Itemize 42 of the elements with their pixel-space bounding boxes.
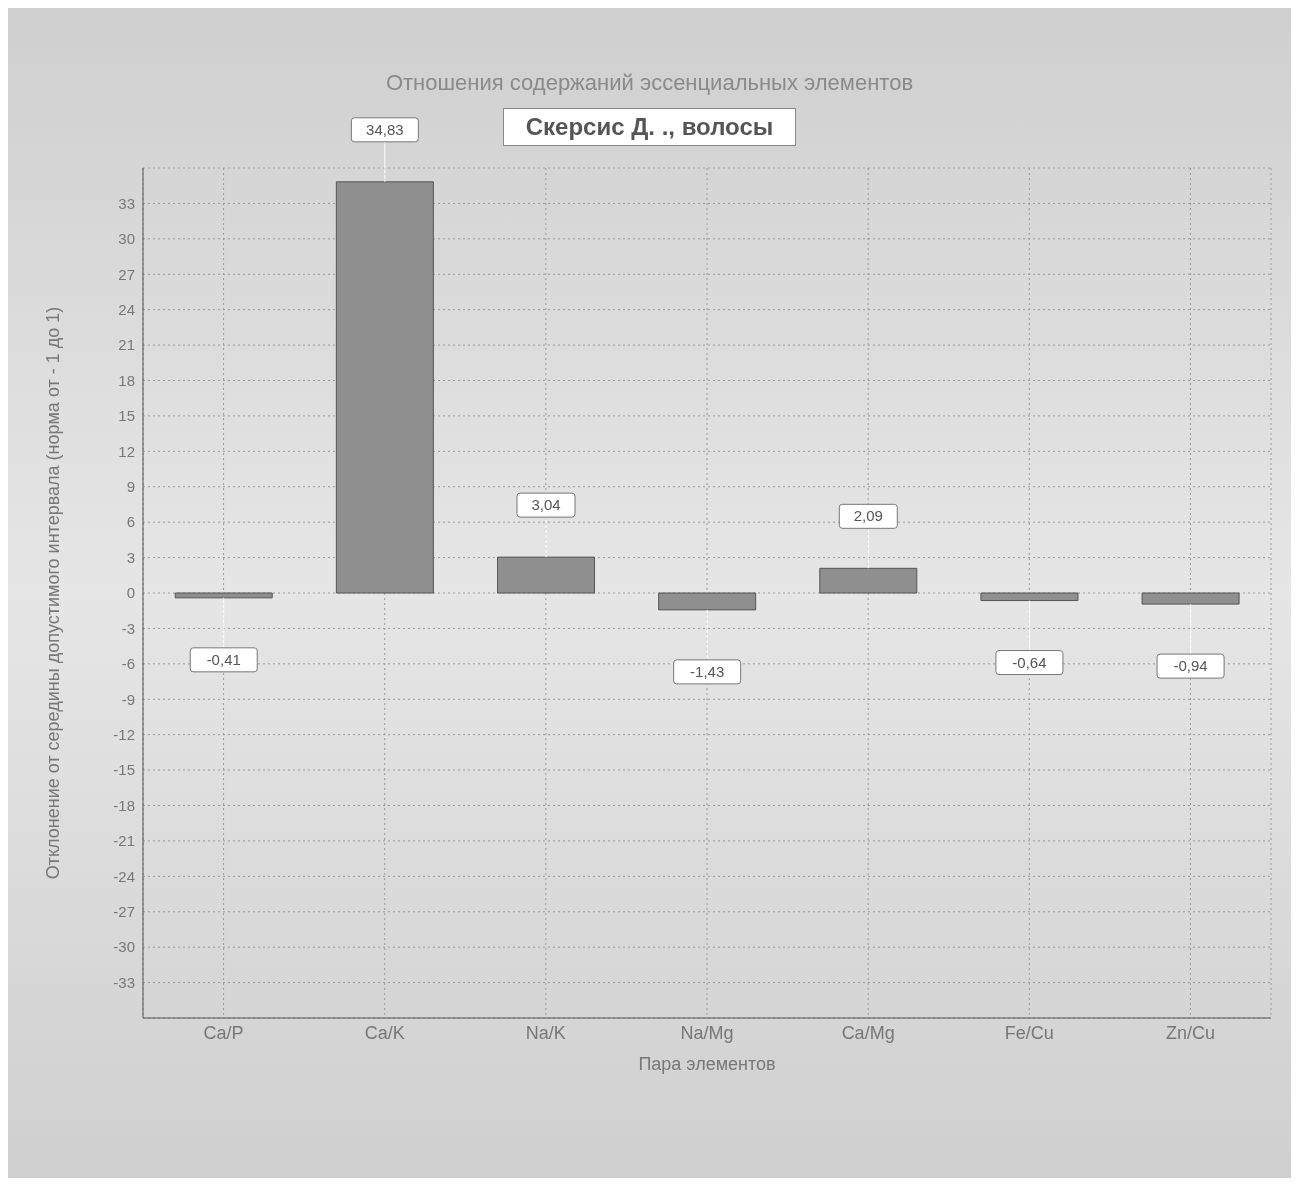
y-tick-label: -21 — [113, 832, 135, 850]
y-tick-label: -6 — [121, 655, 135, 673]
y-tick-label: -30 — [113, 938, 135, 956]
y-tick-label: 24 — [118, 300, 135, 318]
data-label: -0,64 — [1012, 653, 1047, 671]
y-tick-label: 33 — [118, 194, 135, 212]
y-tick-label: 6 — [126, 513, 135, 531]
data-label: 2,09 — [853, 507, 883, 525]
x-tick-label: Na/Mg — [680, 1022, 734, 1043]
y-tick-label: 21 — [118, 336, 135, 354]
x-tick-label: Ca/K — [364, 1022, 405, 1043]
y-tick-label: -3 — [121, 619, 135, 637]
y-tick-label: 9 — [126, 478, 135, 496]
data-label: 34,83 — [366, 120, 404, 138]
data-label: -1,43 — [690, 662, 725, 680]
y-tick-label: -33 — [113, 973, 135, 991]
y-tick-label: 27 — [118, 265, 135, 283]
y-tick-label: -24 — [113, 867, 135, 885]
y-tick-label: 12 — [118, 442, 135, 460]
data-label: 3,04 — [531, 496, 561, 514]
bar — [658, 592, 757, 611]
x-tick-label: Zn/Cu — [1165, 1022, 1215, 1043]
y-tick-label: 18 — [118, 371, 135, 389]
x-tick-label: Ca/P — [203, 1022, 244, 1043]
chart-title: Отношения содержаний эссенциальных элементов — [384, 70, 915, 96]
chart-subtitle: Скерсис Д. ., волосы — [502, 108, 797, 146]
y-tick-label: -15 — [113, 761, 135, 779]
x-tick-label: Na/K — [525, 1022, 566, 1043]
y-tick-label: 0 — [126, 584, 135, 602]
data-label: -0,41 — [206, 650, 241, 668]
x-tick-label: Ca/Mg — [841, 1022, 895, 1043]
y-tick-label: -9 — [121, 690, 135, 708]
y-tick-label: 30 — [118, 230, 135, 248]
x-axis-title: Пара элементов — [638, 1054, 776, 1074]
y-tick-label: -18 — [113, 796, 135, 814]
data-label: -0,94 — [1173, 657, 1208, 675]
y-tick-label: -12 — [113, 725, 135, 743]
y-tick-label: -27 — [113, 903, 135, 921]
y-axis-title: Отклонение от середины допустимого интервала (норма от - 1 до 1) — [43, 306, 64, 880]
y-tick-label: 15 — [118, 407, 135, 425]
x-tick-label: Fe/Cu — [1004, 1022, 1054, 1043]
y-tick-label: 3 — [126, 548, 135, 566]
